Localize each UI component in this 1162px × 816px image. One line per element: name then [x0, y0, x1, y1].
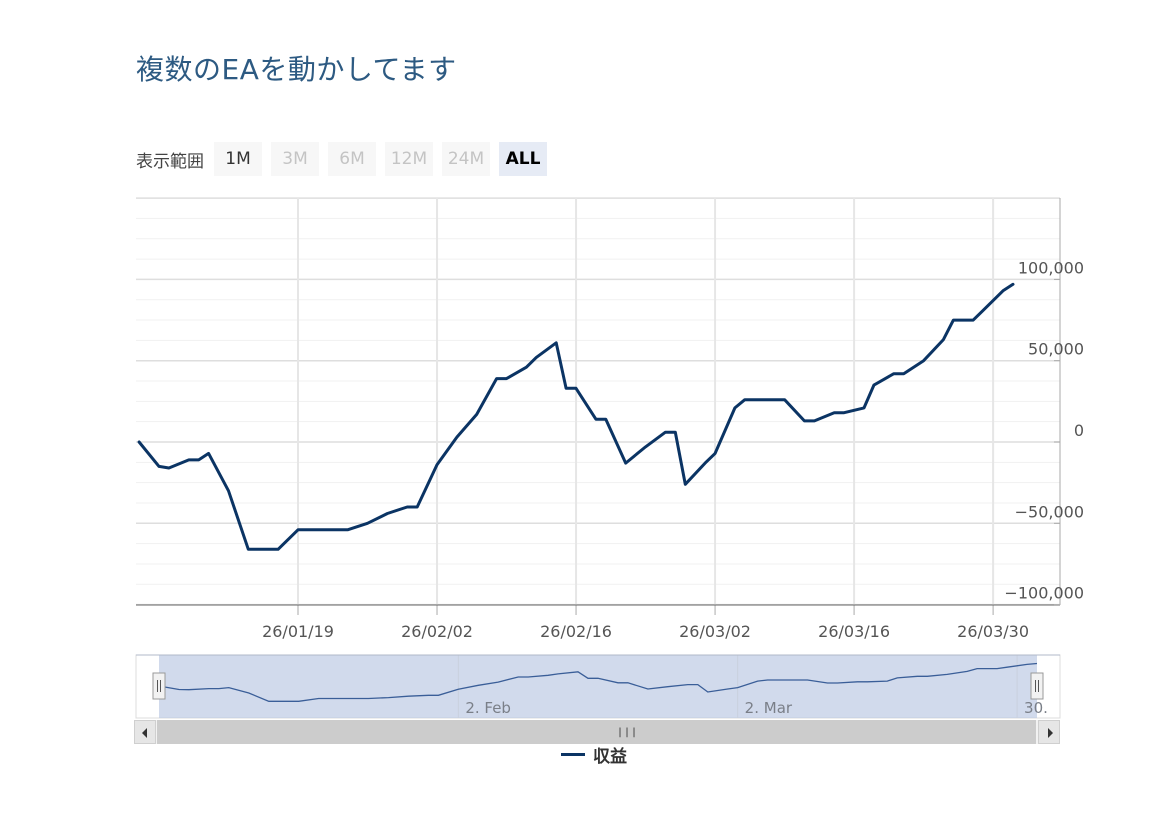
- scrollbar-thumb[interactable]: |||: [157, 720, 1036, 744]
- range-button-all[interactable]: ALL: [499, 142, 547, 176]
- navigator-date-label: 2. Feb: [465, 699, 511, 717]
- range-button-1m[interactable]: 1M: [214, 142, 262, 176]
- range-button-3m[interactable]: 3M: [271, 142, 319, 176]
- navigator-date-label: 2. Mar: [745, 699, 793, 717]
- x-tick-label: 26/03/02: [679, 622, 751, 641]
- navigator-scrollbar[interactable]: |||: [134, 720, 1060, 744]
- scroll-right-button[interactable]: [1038, 720, 1060, 744]
- series-line-profit: [137, 282, 1015, 551]
- range-selector: 表示範囲 1M 3M 6M 12M 24M ALL: [136, 141, 556, 177]
- x-tick-label: 26/02/02: [401, 622, 473, 641]
- range-button-6m[interactable]: 6M: [328, 142, 376, 176]
- x-tick-label: 26/03/30: [957, 622, 1029, 641]
- navigator-mask: [159, 655, 1037, 718]
- range-button-12m[interactable]: 12M: [385, 142, 433, 176]
- page-title: 複数のEAを動かしてます: [136, 53, 457, 86]
- grip-icon: |||: [617, 727, 639, 738]
- y-tick-label: −100,000: [1004, 584, 1084, 603]
- navigator-series-line: [158, 662, 1038, 702]
- x-tick-label: 26/02/16: [540, 622, 612, 641]
- legend-line-swatch: [561, 753, 585, 756]
- profit-chart: 26/01/19 26/02/02 26/02/16 26/03/02 26/03/16…: [135, 197, 1084, 719]
- navigator-handle-left[interactable]: [152, 672, 166, 700]
- y-tick-label: 50,000: [1028, 340, 1084, 359]
- handle-body: [152, 672, 166, 700]
- handle-body: [1030, 672, 1044, 700]
- legend-label: 収益: [593, 747, 627, 767]
- chart-legend[interactable]: 収益: [561, 742, 627, 767]
- y-tick-label: −50,000: [1015, 502, 1084, 521]
- y-tick-label: 100,000: [1018, 258, 1084, 277]
- arrow-right-icon: [1048, 728, 1053, 738]
- x-tick-label: 26/03/16: [818, 622, 890, 641]
- scroll-left-button[interactable]: [134, 720, 156, 744]
- range-button-24m[interactable]: 24M: [442, 142, 490, 176]
- navigator-date-label: 30.: [1024, 699, 1048, 717]
- y-tick-label: 0: [1074, 421, 1084, 440]
- range-selector-label: 表示範囲: [136, 151, 204, 172]
- x-tick-label: 26/01/19: [262, 622, 334, 641]
- navigator-handle-right[interactable]: [1030, 672, 1044, 700]
- arrow-left-icon: [142, 728, 147, 738]
